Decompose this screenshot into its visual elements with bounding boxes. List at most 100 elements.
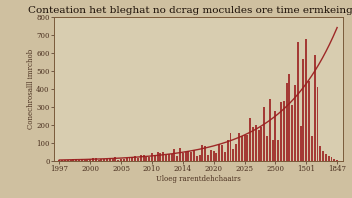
- Bar: [162, 152, 164, 161]
- Bar: [185, 152, 187, 161]
- Bar: [98, 160, 100, 161]
- Bar: [207, 155, 209, 161]
- Bar: [126, 158, 128, 161]
- Bar: [255, 125, 257, 161]
- Bar: [84, 160, 86, 161]
- Bar: [258, 130, 259, 161]
- Bar: [224, 152, 226, 161]
- Bar: [210, 150, 212, 161]
- Bar: [193, 150, 195, 161]
- Bar: [117, 160, 119, 161]
- Bar: [168, 154, 170, 161]
- Bar: [331, 157, 333, 161]
- Bar: [145, 157, 147, 161]
- Bar: [137, 158, 139, 161]
- Bar: [305, 39, 307, 161]
- Bar: [165, 155, 167, 161]
- Bar: [283, 101, 285, 161]
- Bar: [134, 156, 136, 161]
- Bar: [316, 87, 319, 161]
- Bar: [238, 133, 240, 161]
- Bar: [266, 136, 268, 161]
- Bar: [314, 55, 316, 161]
- Bar: [58, 160, 60, 161]
- Bar: [260, 127, 262, 161]
- Bar: [319, 147, 321, 161]
- Bar: [143, 155, 145, 161]
- Bar: [252, 127, 254, 161]
- Bar: [140, 155, 142, 161]
- Bar: [336, 160, 338, 161]
- Bar: [171, 154, 172, 161]
- Bar: [87, 160, 88, 161]
- Bar: [294, 86, 296, 161]
- Bar: [199, 155, 201, 161]
- Bar: [81, 159, 83, 161]
- Bar: [322, 151, 324, 161]
- Bar: [70, 160, 71, 161]
- Bar: [302, 59, 304, 161]
- Bar: [285, 83, 288, 161]
- Bar: [333, 159, 335, 161]
- Bar: [246, 135, 248, 161]
- Y-axis label: Conechrosalll imrchob: Conechrosalll imrchob: [27, 49, 35, 129]
- Bar: [196, 156, 198, 161]
- Bar: [218, 144, 220, 161]
- Bar: [328, 156, 330, 161]
- Bar: [244, 135, 245, 161]
- Bar: [249, 118, 251, 161]
- Bar: [92, 158, 94, 161]
- Bar: [89, 159, 91, 161]
- Bar: [120, 159, 122, 161]
- Bar: [235, 144, 237, 161]
- Bar: [263, 107, 265, 161]
- Bar: [100, 159, 102, 161]
- Bar: [159, 153, 161, 161]
- Bar: [114, 157, 117, 161]
- Bar: [75, 159, 77, 161]
- Bar: [272, 140, 274, 161]
- Bar: [187, 151, 189, 161]
- Bar: [151, 153, 153, 161]
- Bar: [241, 136, 243, 161]
- Bar: [128, 157, 131, 161]
- Bar: [280, 102, 282, 161]
- Bar: [109, 158, 111, 161]
- X-axis label: Uloeg rarentdehchaairs: Uloeg rarentdehchaairs: [156, 175, 241, 183]
- Bar: [103, 159, 105, 161]
- Bar: [64, 160, 66, 161]
- Bar: [227, 140, 229, 161]
- Bar: [182, 153, 184, 161]
- Bar: [67, 160, 69, 161]
- Bar: [288, 74, 290, 161]
- Bar: [232, 149, 234, 161]
- Bar: [106, 159, 108, 161]
- Bar: [291, 105, 293, 161]
- Bar: [176, 156, 178, 161]
- Bar: [157, 152, 158, 161]
- Bar: [131, 157, 133, 161]
- Bar: [123, 159, 125, 161]
- Bar: [201, 145, 203, 161]
- Bar: [179, 148, 181, 161]
- Bar: [148, 157, 150, 161]
- Bar: [95, 158, 97, 161]
- Bar: [277, 140, 279, 161]
- Bar: [190, 152, 192, 161]
- Bar: [221, 145, 223, 161]
- Bar: [311, 136, 313, 161]
- Bar: [174, 148, 175, 161]
- Bar: [297, 42, 299, 161]
- Bar: [325, 153, 327, 161]
- Bar: [308, 81, 310, 161]
- Bar: [78, 160, 80, 161]
- Bar: [215, 153, 218, 161]
- Bar: [213, 151, 215, 161]
- Bar: [300, 127, 302, 161]
- Bar: [230, 133, 232, 161]
- Bar: [112, 159, 114, 161]
- Bar: [275, 111, 276, 161]
- Bar: [269, 99, 271, 161]
- Bar: [154, 155, 156, 161]
- Bar: [204, 146, 206, 161]
